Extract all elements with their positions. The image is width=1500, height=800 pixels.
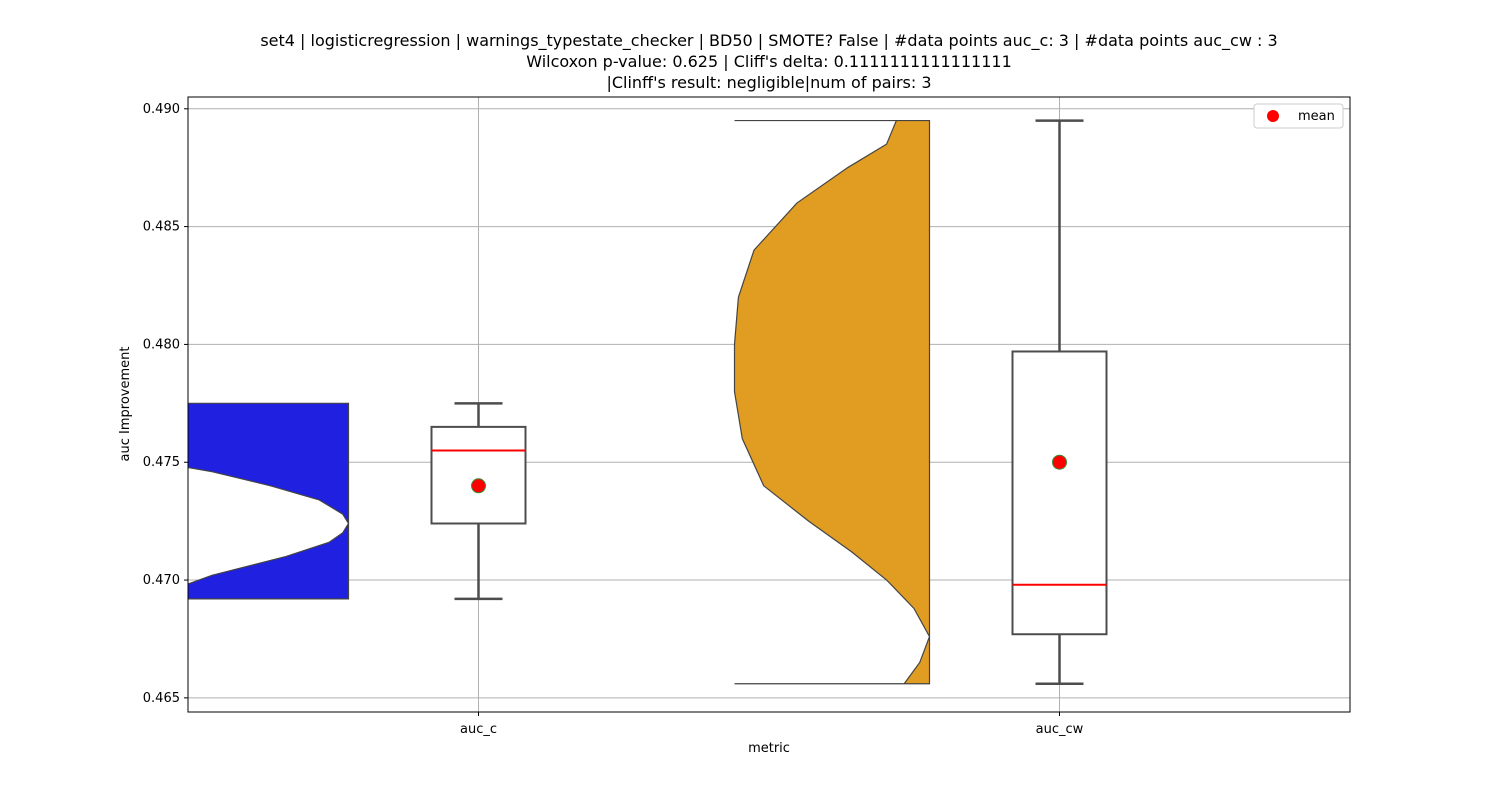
y-tick-label: 0.480 [143,337,180,352]
boxplots [430,119,1108,685]
legend-mean-marker [1267,110,1279,122]
mean-marker [471,478,486,494]
y-axis-ticks: 0.465 0.470 0.475 0.480 0.485 0.490 [143,102,188,706]
legend: mean [1253,103,1344,129]
box-auc_cw [1011,119,1108,685]
box-iqr [1011,350,1108,636]
x-tick-label: auc_c [460,722,497,737]
violins [188,119,931,685]
mean-marker [1052,454,1067,470]
x-axis-label: metric [748,741,790,756]
legend-frame [1253,103,1344,129]
y-tick-label: 0.470 [143,573,180,588]
legend-entry-mean: mean [1298,109,1335,124]
chart-title: set4 | logisticregression | warnings_typ… [260,31,1277,92]
x-axis-ticks: auc_c auc_cw [460,712,1084,737]
y-axis-label: auc Improvement [118,347,133,462]
box-auc_c [430,402,527,601]
title-line-1: set4 | logisticregression | warnings_typ… [260,31,1277,51]
title-line-2: Wilcoxon p-value: 0.625 | Cliff's delta:… [526,52,1012,71]
plot-frame [187,96,1351,713]
violin-auc_c [188,402,350,600]
y-tick-label: 0.475 [143,455,180,470]
y-tick-label: 0.490 [143,102,180,117]
y-tick-label: 0.465 [143,691,180,706]
violin-auc_cw [733,119,931,685]
y-tick-label: 0.485 [143,220,180,235]
x-tick-label: auc_cw [1036,722,1084,737]
title-line-3: |Clinff's result: negligible|num of pair… [606,73,931,92]
box-iqr [430,425,527,525]
